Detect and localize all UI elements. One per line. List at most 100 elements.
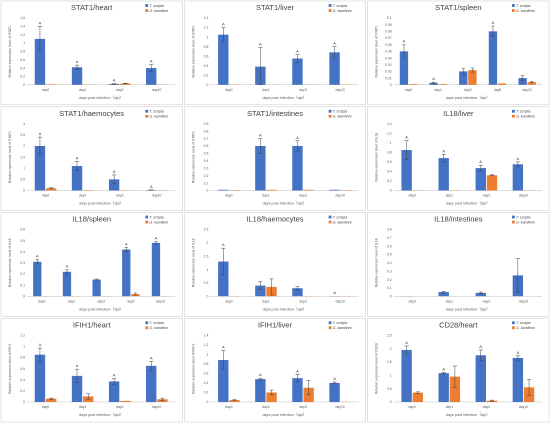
x-tick-label: day3 [483,405,490,409]
bar-series-1 [429,82,438,85]
y-tick-label: 0.2 [387,278,392,282]
y-tick-label: 1.2 [387,131,392,135]
x-tick-label: day1 [262,405,269,409]
y-tick-label: 0.6 [20,367,25,371]
x-tick-label: day10 [336,299,345,303]
legend-swatch [328,4,332,7]
significance-letter: A [39,342,42,347]
y-tick-label: 0.8 [204,45,209,49]
bar-series-1 [62,271,72,297]
y-tick-label: 1.4 [20,25,25,29]
bar-series-1 [71,67,83,85]
y-tick-label: 0 [390,83,392,87]
y-tick-label: 1.4 [387,122,392,126]
x-tick-label: day5 [494,88,501,92]
y-tick-label: 0.2 [387,179,392,183]
legend-label: T. scripta [333,215,347,219]
x-tick-label: day10 [152,194,161,198]
x-axis-label: days post infection（dpi） [262,306,306,311]
y-tick-label: 1 [23,166,25,170]
legend-swatch [145,326,149,330]
x-axis-label: days post infection（dpi） [79,306,123,311]
y-tick-label: 1.5 [387,360,392,364]
significance-letter: A [113,169,116,174]
y-tick-label: 0.4 [387,170,392,174]
bar-series-1 [438,373,449,402]
y-tick-label: 0.5 [387,253,392,257]
x-tick-label: day3 [483,194,490,198]
y-tick-label: 0.7 [204,137,209,141]
y-tick-label: 2 [206,241,208,245]
x-tick-label: day0 [225,405,232,409]
significance-letter: A [442,366,445,371]
bar-series-2 [497,83,507,85]
y-tick-label: 0.02 [385,70,392,74]
y-tick-label: 0.1 [20,283,25,287]
bar-series-1 [292,146,303,191]
bar-series-1 [92,279,101,297]
y-tick-label: 0.6 [204,54,209,58]
legend-label: T. scripta [516,321,530,325]
legend-label: G. kamilinni [149,9,168,13]
legend-label: G. kamilinni [516,115,535,119]
significance-letter: A [517,156,520,161]
y-axis-label: Relative expression level of STAT1 [191,25,195,77]
panel-frame [0,0,183,106]
y-tick-label: 0 [206,294,208,298]
significance-letter: A [479,344,482,349]
bar-series-1 [255,146,266,191]
y-tick-label: 0 [23,294,25,298]
bar-series-2 [157,399,168,402]
chart-title: STAT1/spleen [435,3,481,12]
x-tick-label: day10 [336,405,345,409]
legend-swatch [145,114,149,118]
bar-series-1 [292,378,303,402]
x-axis-label: days post infection（dpi） [262,412,306,417]
y-tick-label: 0.4 [204,159,209,163]
x-tick-label: day3 [299,88,306,92]
y-axis-label: Relative expression level of STAT1 [8,25,12,77]
x-axis-label: days post infection（dpi） [446,201,490,206]
legend-label: G. kamilinni [516,326,535,330]
y-tick-label: 3 [23,122,25,126]
y-tick-label: 0.04 [385,56,392,60]
x-axis-label: days post infection（dpi） [262,201,306,206]
y-tick-label: 1 [206,35,208,39]
significance-letter: A [296,49,299,54]
legend-label: G. kamilinni [149,326,168,330]
y-tick-label: 0 [390,294,392,298]
significance-letter: A [442,148,445,153]
chart-title: IL18/intestines [434,215,483,224]
legend-label: G. kamilinni [149,220,168,224]
bar-series-2 [408,84,418,85]
bar-series-1 [475,168,486,191]
x-tick-label: day1 [262,194,269,198]
chart-title: IFIH1/heart [73,320,111,329]
chart-title: IL18/haemocytes [246,215,303,224]
bar-series-2 [527,82,536,85]
y-tick-label: 1.5 [20,155,25,159]
y-tick-label: 0 [206,83,208,87]
legend-label: T. scripta [149,215,163,219]
significance-letter: A [113,373,116,378]
x-tick-label: day1 [434,88,441,92]
y-tick-label: 0 [23,83,25,87]
legend-swatch [328,9,332,12]
bar-series-1 [108,381,120,402]
legend-label: T. scripta [333,4,347,8]
bar-series-1 [146,365,157,402]
y-tick-label: 0.07 [385,36,392,40]
y-axis-label: Relative expression level of CD28 [375,343,379,394]
legend-swatch [512,114,515,118]
x-tick-label: day0 [225,88,232,92]
legend-label: T. scripta [333,110,347,114]
panel-frame [184,317,366,423]
y-tick-label: 0.09 [385,23,392,27]
x-tick-label: day1 [79,405,86,409]
